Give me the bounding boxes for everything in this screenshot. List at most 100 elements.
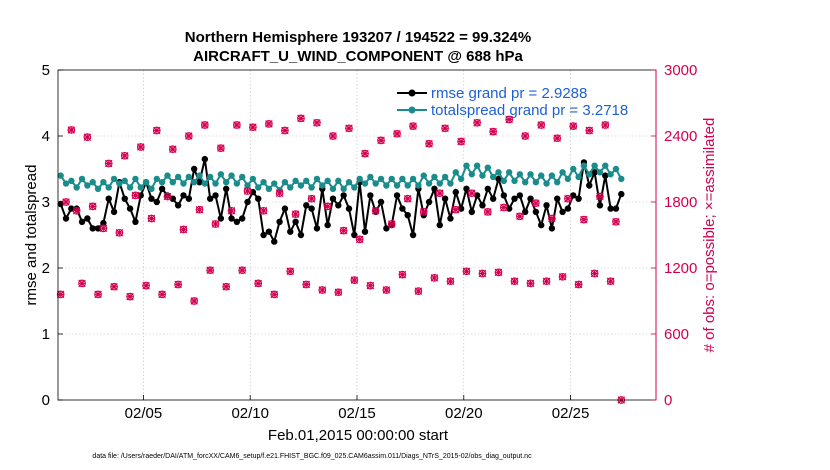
obs-assimilated-point <box>233 121 241 129</box>
data-point-series-1 <box>447 180 454 187</box>
obs-assimilated-point <box>601 121 610 129</box>
data-point-series-1 <box>313 175 321 183</box>
obs-assimilated-point <box>211 220 220 228</box>
obs-assimilated-point <box>478 269 487 278</box>
data-point-series-1 <box>57 172 64 179</box>
data-point-series-1 <box>233 180 241 187</box>
legend-marker-rmse <box>408 89 416 97</box>
data-point-series-1 <box>425 180 433 187</box>
data-point-series-1 <box>137 184 144 191</box>
obs-assimilated-point <box>318 286 327 294</box>
data-point-series-1 <box>260 179 267 186</box>
data-point-series-1 <box>110 175 118 183</box>
data-file-footer: data file: /Users/raeder/DAI/ATM_forcXX/… <box>92 453 532 460</box>
data-point-series-1 <box>511 177 518 185</box>
data-point-series-0 <box>468 208 475 216</box>
data-point-series-0 <box>84 215 91 222</box>
data-point-series-0 <box>527 195 534 202</box>
data-point-series-1 <box>457 175 465 183</box>
obs-assimilated-point <box>323 202 332 211</box>
data-point-series-0 <box>329 195 337 202</box>
data-point-series-1 <box>249 175 257 183</box>
data-point-series-1 <box>73 184 80 191</box>
obs-assimilated-point <box>425 139 433 148</box>
data-point-series-0 <box>500 192 508 199</box>
data-point-series-0 <box>570 192 577 199</box>
data-point-series-0 <box>78 218 86 225</box>
data-point-series-0 <box>260 231 267 239</box>
data-point-series-1 <box>570 165 577 173</box>
obs-assimilated-point <box>574 280 583 289</box>
data-point-series-0 <box>212 192 219 199</box>
data-point-series-1 <box>479 172 486 179</box>
y-tick-label: 1 <box>42 326 50 343</box>
data-point-series-1 <box>554 179 561 186</box>
data-point-series-1 <box>335 177 342 185</box>
obs-assimilated-point <box>78 279 86 288</box>
data-point-series-1 <box>500 177 508 185</box>
obs-assimilated-point <box>115 229 124 237</box>
data-point-series-1 <box>345 179 353 186</box>
data-point-series-1 <box>356 175 363 183</box>
obs-assimilated-point <box>307 194 316 203</box>
y-right-tick-label: 1800 <box>664 194 697 211</box>
obs-assimilated-point <box>174 280 182 289</box>
legend: rmse grand pr = 2.9288 totalspread grand… <box>397 85 628 119</box>
y-tick-label: 4 <box>42 128 50 145</box>
y-tick-label: 2 <box>42 260 50 277</box>
y-tick-label: 5 <box>42 62 50 79</box>
data-point-series-1 <box>575 173 582 181</box>
data-point-series-0 <box>479 202 486 209</box>
data-point-series-1 <box>591 162 598 169</box>
data-point-series-0 <box>100 219 107 227</box>
data-point-series-0 <box>126 205 134 212</box>
data-point-series-1 <box>239 173 246 181</box>
obs-assimilated-point <box>468 189 476 197</box>
data-point-series-1 <box>217 171 225 178</box>
obs-assimilated-point <box>88 202 97 211</box>
data-point-series-0 <box>607 205 614 212</box>
obs-assimilated-point <box>275 189 284 197</box>
data-point-series-0 <box>137 192 144 199</box>
data-point-series-0 <box>559 208 566 216</box>
data-point-series-0 <box>196 179 203 186</box>
obs-assimilated-point <box>409 122 417 130</box>
data-point-series-1 <box>393 182 401 189</box>
data-point-series-0 <box>271 238 278 245</box>
obs-assimilated-point <box>120 152 129 160</box>
obs-assimilated-point <box>366 281 375 290</box>
obs-assimilated-point <box>393 130 401 138</box>
obs-assimilated-point <box>494 268 503 277</box>
data-point-series-0 <box>255 195 262 202</box>
data-point-series-1 <box>618 175 625 183</box>
obs-assimilated-point <box>259 207 268 215</box>
data-point-series-1 <box>612 165 620 173</box>
obs-assimilated-point <box>457 137 465 146</box>
obs-assimilated-point <box>387 220 396 228</box>
data-point-series-0 <box>564 205 572 212</box>
data-point-series-1 <box>505 169 513 176</box>
data-point-series-1 <box>116 180 123 187</box>
y-right-axis-label: # of obs: o=possible; ×=assimilated <box>701 118 718 353</box>
obs-assimilated-point <box>126 292 134 301</box>
data-point-series-0 <box>276 218 283 225</box>
data-point-series-0 <box>239 215 246 222</box>
data-point-series-1 <box>185 173 193 181</box>
data-point-series-0 <box>575 195 582 202</box>
obs-assimilated-point <box>67 126 76 134</box>
data-point-series-0 <box>543 202 550 209</box>
data-point-series-0 <box>596 202 604 209</box>
data-point-series-1 <box>319 182 326 189</box>
obs-assimilated-point <box>430 274 439 282</box>
obs-assimilated-point <box>489 127 497 136</box>
data-point-series-1 <box>164 172 171 179</box>
data-point-series-0 <box>201 155 209 163</box>
x-tick-label: 02/15 <box>338 405 376 422</box>
obs-assimilated-point <box>62 198 70 206</box>
obs-assimilated-point <box>382 286 391 294</box>
obs-assimilated-point <box>532 199 540 207</box>
obs-assimilated-point <box>158 290 166 299</box>
x-tick-label: 02/05 <box>125 405 163 422</box>
data-point-series-0 <box>367 192 374 199</box>
data-point-series-0 <box>281 205 289 212</box>
